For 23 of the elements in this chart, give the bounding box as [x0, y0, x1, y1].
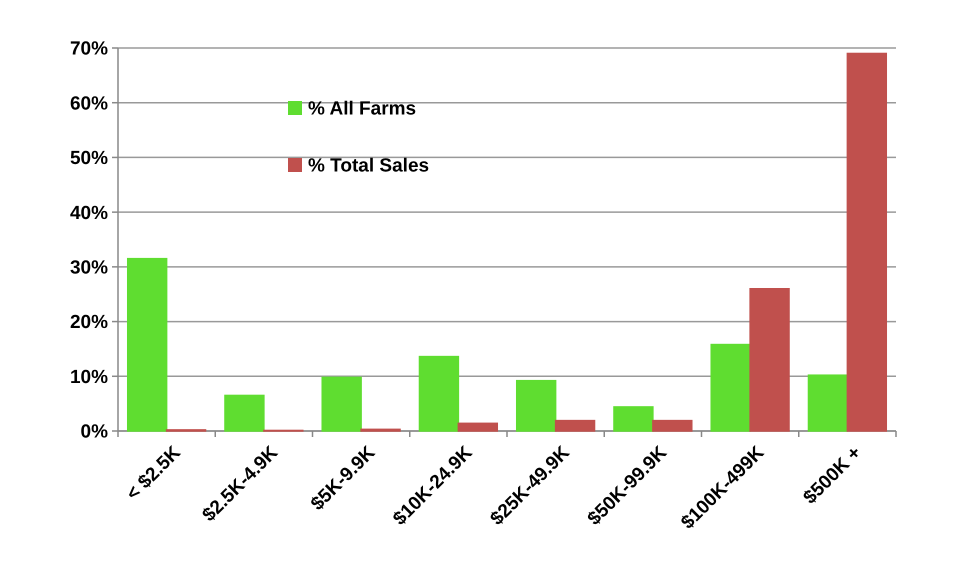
bar: [321, 376, 362, 432]
y-tick-label: 20%: [70, 312, 108, 334]
bar: [224, 394, 265, 432]
bar: [554, 420, 596, 432]
legend-label: % Total Sales: [308, 156, 430, 177]
bar: [126, 258, 168, 432]
y-tick-label: 10%: [70, 366, 108, 388]
bar: [458, 422, 498, 432]
bar: [846, 52, 888, 432]
y-tick-label: 30%: [70, 258, 108, 279]
y-tick-label: 60%: [70, 93, 108, 114]
bar: [613, 406, 654, 432]
bar: [516, 380, 556, 432]
bar: [808, 374, 848, 432]
y-tick-label: 40%: [70, 202, 108, 224]
y-tick-label: 70%: [70, 38, 108, 60]
y-tick-label: 50%: [70, 148, 108, 170]
legend-label: % All Farms: [308, 98, 416, 120]
y-tick-label: 0%: [80, 422, 108, 443]
bar: [652, 420, 693, 432]
bar: [710, 344, 751, 432]
bar: [418, 356, 460, 432]
bar: [749, 288, 790, 432]
